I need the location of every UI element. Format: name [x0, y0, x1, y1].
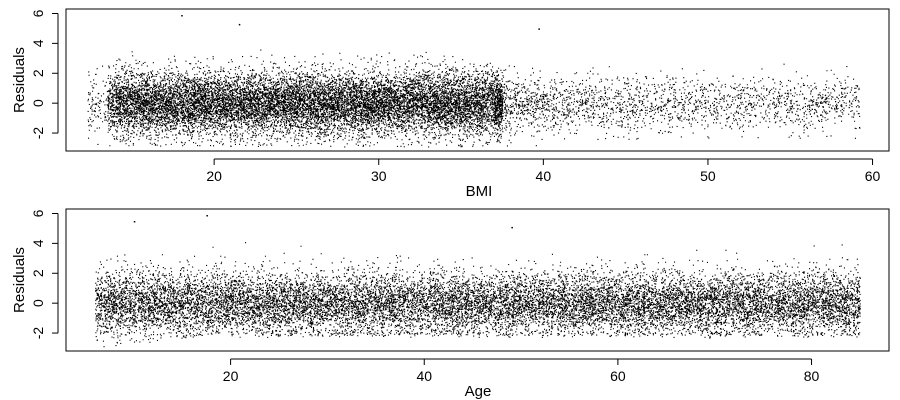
age-plot-box: [65, 208, 890, 352]
y-tick-label: 6: [30, 209, 46, 217]
x-tick-label: 50: [700, 168, 716, 184]
outlier-point: [181, 15, 183, 17]
outlier-point: [238, 23, 241, 26]
bmi-residual-points: [87, 15, 861, 148]
x-tick-label: 60: [865, 168, 881, 184]
age-residual-points: [95, 215, 861, 348]
age-y-axis-title: Residuals: [11, 247, 28, 313]
x-tick-label: 20: [223, 368, 239, 384]
residual-point-cloud: [87, 49, 861, 148]
y-tick-label: 0: [30, 299, 46, 307]
x-tick-label: 60: [610, 368, 626, 384]
y-tick-label: 6: [30, 9, 46, 17]
bmi-plot-box: [65, 8, 890, 152]
bmi-x-axis: 20 30 40 50 60: [206, 158, 881, 184]
x-tick-label: 80: [804, 368, 820, 384]
residual-point-cloud: [95, 242, 861, 348]
x-tick-label: 40: [416, 368, 432, 384]
age-x-axis: 20 40 60 80: [223, 358, 820, 384]
outlier-point: [206, 215, 208, 217]
y-tick-label: 2: [30, 69, 46, 77]
bmi-y-axis: -2 0 2 4 6: [30, 9, 59, 140]
outlier-point: [133, 221, 136, 223]
bmi-panel: 20 30 40 50 60 -2 0 2 4 6 BMI Residuals: [11, 8, 890, 200]
y-tick-label: -2: [30, 127, 46, 140]
x-tick-label: 30: [371, 168, 387, 184]
bmi-y-axis-title: Residuals: [11, 47, 28, 113]
age-y-axis: -2 0 2 4 6: [30, 209, 59, 340]
age-x-axis-title: Age: [465, 383, 492, 400]
y-tick-label: -2: [30, 327, 46, 340]
age-panel: 20 40 60 80 -2 0 2 4 6 Age Residuals: [11, 208, 890, 400]
y-tick-label: 4: [30, 239, 46, 247]
y-tick-label: 4: [30, 39, 46, 47]
y-tick-label: 0: [30, 99, 46, 107]
x-tick-label: 40: [536, 168, 552, 184]
outlier-point: [538, 28, 540, 30]
bmi-x-axis-title: BMI: [466, 183, 493, 200]
x-tick-label: 20: [206, 168, 222, 184]
outlier-point: [511, 226, 513, 229]
y-tick-label: 2: [30, 269, 46, 277]
